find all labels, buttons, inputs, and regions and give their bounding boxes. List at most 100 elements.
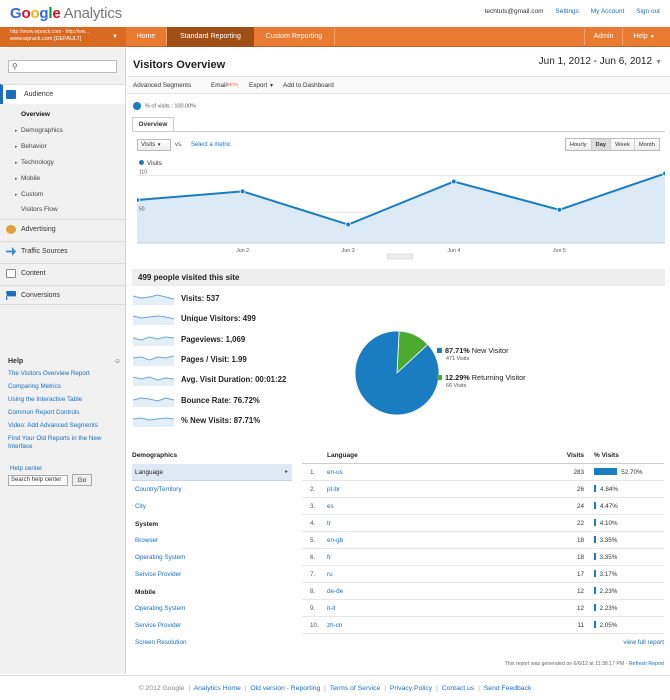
collapse-icon[interactable]: ⊖ [114, 359, 120, 365]
email-button[interactable]: EmailBETA [211, 82, 238, 89]
help-link[interactable]: Comparing Metrics [8, 383, 61, 390]
language-link[interactable]: en-us [327, 469, 343, 476]
help-link[interactable]: Using the Interactive Table [8, 396, 83, 403]
visits-value: 18 [576, 537, 584, 544]
help-link[interactable]: The Visitors Overview Report [8, 370, 90, 377]
sparkline-line [133, 294, 175, 300]
footer-link[interactable]: Analytics Home [193, 685, 241, 692]
language-link[interactable]: en-gb [327, 537, 344, 544]
week-button[interactable]: Week [610, 139, 634, 150]
sidebar-item-demographics[interactable]: Demographics [15, 127, 63, 134]
mobile-item-resolution[interactable]: Screen Resolution [135, 639, 187, 646]
system-item-browser[interactable]: Browser [135, 537, 159, 544]
tab-custom-reporting[interactable]: Custom Reporting [265, 33, 323, 40]
table-row: 3. es 24 4.47% [302, 498, 664, 515]
mobile-item-os[interactable]: Operating System [135, 605, 186, 612]
chart-resize-handle[interactable] [386, 253, 414, 260]
help-go-button[interactable]: Go [72, 474, 92, 486]
data-point[interactable] [450, 178, 457, 185]
pct-bar [594, 604, 596, 611]
language-link[interactable]: es [327, 503, 334, 510]
pct-bar [594, 553, 596, 560]
table-row: 4. tr 22 4.10% [302, 515, 664, 532]
sidebar-search-input[interactable]: ⚲ [8, 60, 117, 73]
hourly-button[interactable]: Hourly [565, 139, 591, 150]
language-link[interactable]: zh-cn [327, 622, 343, 629]
system-item-provider[interactable]: Service Provider [135, 571, 182, 578]
footer-link[interactable]: Terms of Service [329, 685, 381, 692]
sidebar-item-advertising[interactable]: Advertising [0, 219, 125, 239]
language-link[interactable]: it-it [327, 605, 336, 612]
mobile-item-provider[interactable]: Service Provider [135, 622, 182, 629]
language-link[interactable]: ru [327, 571, 333, 578]
report-toolbar: Advanced Segments EmailBETA Export ▼ Add… [127, 76, 670, 94]
tab-admin[interactable]: Admin [593, 33, 614, 40]
view-full-report-link[interactable]: view full report [623, 639, 664, 646]
add-to-dashboard-button[interactable]: Add to Dashboard [283, 82, 334, 89]
language-link[interactable]: tr [327, 520, 331, 527]
tab-help[interactable]: Help ▼ [623, 27, 665, 47]
month-button[interactable]: Month [633, 139, 659, 150]
account-selector[interactable]: http://www.wprack.com - http://ww... www… [0, 27, 126, 47]
help-link[interactable]: Video: Add Advanced Segments [8, 422, 98, 429]
footer-separator: | [436, 685, 438, 692]
help-center-link[interactable]: Help center [10, 465, 43, 472]
footer-link[interactable]: Send Feedback [483, 685, 532, 692]
pie-slice[interactable] [354, 330, 440, 416]
help-link[interactable]: Find Your Old Reports in the New Interfa… [8, 435, 102, 450]
help-search-input[interactable]: Search help center [8, 475, 68, 486]
google-analytics-logo[interactable]: Google Analytics [10, 5, 122, 22]
sidebar-item-label: Advertising [21, 226, 56, 233]
language-link[interactable]: fr [327, 554, 331, 561]
pct-value: 2.05% [599, 622, 618, 629]
sidebar-item-content[interactable]: Content [0, 263, 125, 283]
user-email: techtuts@gmail.com [484, 8, 544, 15]
sparkline [133, 294, 175, 305]
refresh-report-link[interactable]: Refresh Report [628, 661, 664, 667]
language-link[interactable]: de-de [327, 588, 344, 595]
help-label: Help [633, 33, 648, 40]
sidebar-item-custom[interactable]: Custom [15, 191, 44, 198]
demo-item-country[interactable]: Country/Territory [135, 486, 182, 493]
table-body: 1. en-us 283 52.70% 2. pt-br 26 4.84% 3. es 24 4.47… [302, 464, 664, 634]
sidebar-item-audience[interactable]: Audience [0, 84, 125, 104]
data-point[interactable] [137, 197, 140, 203]
my-account-link[interactable]: My Account [590, 8, 625, 15]
sidebar-item-conversions[interactable]: Conversions [0, 285, 125, 305]
data-point[interactable] [345, 221, 352, 228]
footer-link[interactable]: Privacy Policy [389, 685, 433, 692]
tab-standard-reporting[interactable]: Standard Reporting [167, 27, 254, 47]
sidebar-item-overview[interactable]: Overview [21, 111, 50, 118]
select-metric-link[interactable]: Select a metric [191, 142, 231, 148]
footer-link[interactable]: Contact us [441, 685, 475, 692]
tab-overview[interactable]: Overview [132, 117, 174, 132]
system-item-os[interactable]: Operating System [135, 554, 186, 561]
sidebar-item-visitors-flow[interactable]: Visitors Flow [21, 206, 58, 213]
export-button[interactable]: Export ▼ [249, 82, 274, 89]
demo-item-language[interactable]: Language [132, 464, 292, 481]
day-button[interactable]: Day [590, 139, 611, 150]
legend-dot [139, 160, 144, 165]
sidebar-item-mobile[interactable]: Mobile [15, 175, 40, 182]
metric-select[interactable]: Visits ▼ [137, 139, 171, 151]
footer-link[interactable]: Old version - Reporting [250, 685, 321, 692]
advanced-segments-button[interactable]: Advanced Segments [133, 82, 192, 89]
settings-link[interactable]: Settings [555, 8, 579, 15]
help-link[interactable]: Common Report Controls [8, 409, 80, 416]
metric-label: Avg. Visit Duration: 00:01:22 [181, 375, 287, 385]
pct-bar [594, 536, 596, 543]
sidebar-item-technology[interactable]: Technology [15, 159, 54, 166]
sidebar-item-traffic-sources[interactable]: Traffic Sources [0, 241, 125, 261]
export-label: Export [249, 82, 268, 89]
data-point[interactable] [556, 207, 563, 213]
data-point[interactable] [239, 188, 246, 195]
nav-divider [622, 29, 623, 45]
sign-out-link[interactable]: Sign out [636, 8, 660, 15]
data-point[interactable] [662, 170, 665, 177]
demo-item-city[interactable]: City [135, 503, 146, 510]
pct-value: 3.35% [599, 537, 618, 544]
sidebar-item-behavior[interactable]: Behavior [15, 143, 47, 150]
date-range-picker[interactable]: Jun 1, 2012 - Jun 6, 2012 ▼ [539, 56, 662, 67]
tab-home[interactable]: Home [136, 33, 156, 40]
language-link[interactable]: pt-br [327, 486, 340, 493]
